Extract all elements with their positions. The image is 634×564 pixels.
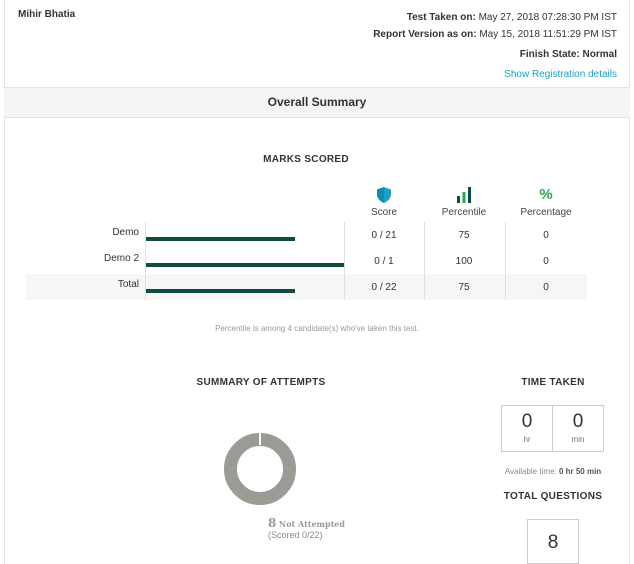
available-time: Available time: 0 hr 50 min <box>500 467 606 476</box>
score-column-header: Score <box>344 186 424 218</box>
shield-icon <box>377 187 391 203</box>
percent-icon: % <box>539 186 553 203</box>
scored-label: (Scored 0/22) <box>268 530 323 540</box>
percentage-label: Percentage <box>520 207 572 218</box>
test-taken-label: Test Taken on: <box>406 12 476 23</box>
marks-scored-title: MARKS SCORED <box>263 154 349 165</box>
row-label: Total <box>117 279 139 290</box>
table-divider <box>344 222 345 300</box>
table-divider <box>424 222 425 300</box>
minutes-unit: min <box>571 435 585 444</box>
report-version-value: May 15, 2018 11:51:29 PM IST <box>479 29 617 40</box>
score-label: Score <box>370 207 398 218</box>
table-row: Demo 0 / 21 75 0 <box>26 222 587 248</box>
row-percentage: 0 <box>543 230 549 241</box>
row-percentage: 0 <box>543 256 549 267</box>
test-taken-value: May 27, 2018 07:28:30 PM IST <box>478 12 617 23</box>
minutes-box: 0 min <box>552 405 604 452</box>
percentile-bar <box>146 289 295 293</box>
overall-summary-header: Overall Summary <box>4 87 630 118</box>
not-attempted-label: Not Attempted <box>278 519 345 529</box>
show-registration-link[interactable]: Show Registration details <box>504 69 617 80</box>
table-divider <box>145 222 146 300</box>
percentile-bar <box>146 237 295 241</box>
summary-of-attempts-title: SUMMARY OF ATTEMPTS <box>196 377 326 388</box>
report-frame <box>4 0 630 564</box>
table-divider <box>505 222 506 300</box>
minutes-value: 0 <box>572 411 584 432</box>
hours-unit: hr <box>523 435 531 444</box>
available-time-label: Available time: <box>504 467 557 476</box>
percentile-column-header: Percentile <box>424 186 504 218</box>
finish-state-label: Finish State: <box>519 49 580 60</box>
percentile-note: Percentile is among 4 candidate(s) who'v… <box>215 324 419 333</box>
table-row-total: Total 0 / 22 75 0 <box>26 274 587 300</box>
not-attempted-count: 8 <box>268 516 277 530</box>
percentage-column-header: % Percentage <box>506 186 586 218</box>
attempts-donut-chart[interactable] <box>223 432 297 506</box>
row-score: 0 / 21 <box>371 230 397 241</box>
table-row: Demo 2 0 / 1 100 0 <box>26 248 587 274</box>
finish-state-value: Normal <box>582 49 617 60</box>
row-label: Demo 2 <box>103 253 139 264</box>
row-percentile: 75 <box>458 230 470 241</box>
time-taken-title: TIME TAKEN <box>521 377 585 388</box>
row-percentile: 100 <box>455 256 473 267</box>
row-score: 0 / 1 <box>374 256 394 267</box>
hours-box: 0 hr <box>501 405 553 452</box>
total-questions-title: TOTAL QUESTIONS <box>503 491 603 502</box>
candidate-name: Mihir Bhatia <box>18 9 76 20</box>
row-label: Demo <box>112 227 139 238</box>
bar-chart-icon <box>457 187 471 203</box>
percentile-bar <box>146 263 345 267</box>
row-percentage: 0 <box>543 282 549 293</box>
percentile-label: Percentile <box>441 207 487 218</box>
report-version-label: Report Version as on: <box>373 29 477 40</box>
available-time-value: 0 hr 50 min <box>558 467 602 476</box>
row-percentile: 75 <box>458 282 470 293</box>
total-questions-box: 8 <box>527 519 579 564</box>
not-attempted-legend: 8 Not Attempted (Scored 0/22) <box>268 516 345 541</box>
donut-segment-not-attempted[interactable] <box>224 433 296 505</box>
hours-value: 0 <box>521 411 533 432</box>
report-meta: Test Taken on: May 27, 2018 07:28:30 PM … <box>373 9 617 83</box>
row-score: 0 / 22 <box>371 282 397 293</box>
